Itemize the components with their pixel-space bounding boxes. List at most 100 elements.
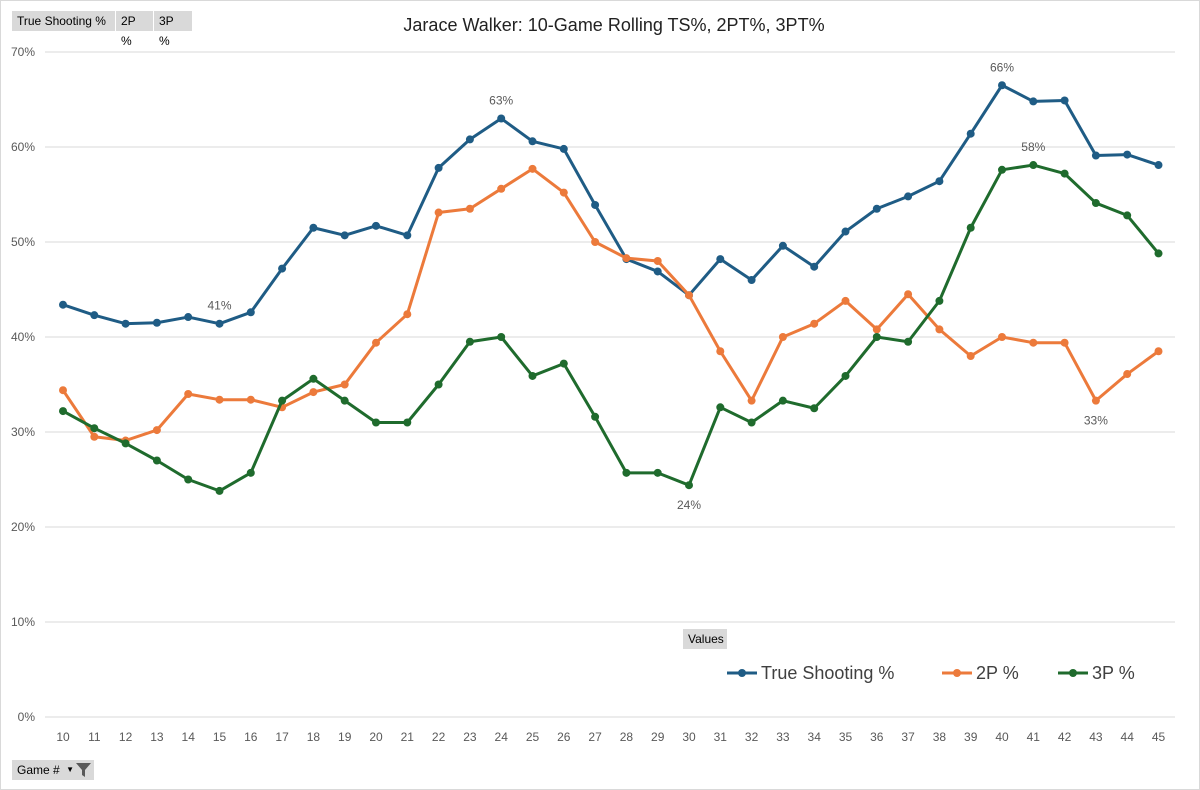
data-point-p3[interactable]: [685, 481, 693, 490]
data-point-p2[interactable]: [685, 291, 693, 300]
data-point-p2[interactable]: [184, 390, 193, 398]
data-point-p3[interactable]: [340, 396, 349, 405]
data-point-ts[interactable]: [591, 200, 600, 209]
data-point-p2[interactable]: [403, 310, 412, 319]
data-point-p2[interactable]: [872, 325, 881, 334]
data-point-p2[interactable]: [716, 347, 725, 356]
data-point-ts[interactable]: [372, 221, 380, 230]
data-point-p2[interactable]: [1154, 347, 1163, 356]
data-point-ts[interactable]: [59, 300, 67, 309]
data-point-p3[interactable]: [1060, 169, 1069, 178]
data-point-p3[interactable]: [653, 468, 662, 477]
data-point-p2[interactable]: [246, 395, 255, 404]
data-point-p2[interactable]: [559, 188, 568, 197]
data-point-p2[interactable]: [998, 333, 1006, 341]
data-point-p3[interactable]: [309, 374, 318, 383]
data-point-p3[interactable]: [841, 371, 850, 380]
data-point-p2[interactable]: [778, 333, 787, 341]
data-point-p2[interactable]: [434, 208, 443, 217]
data-point-p2[interactable]: [904, 290, 913, 299]
data-point-p3[interactable]: [1029, 161, 1038, 170]
data-point-p3[interactable]: [434, 380, 443, 389]
data-point-ts[interactable]: [278, 264, 287, 273]
data-point-ts[interactable]: [810, 262, 819, 271]
data-point-p2[interactable]: [747, 396, 756, 405]
data-point-p2[interactable]: [340, 380, 349, 389]
data-point-ts[interactable]: [215, 319, 224, 328]
data-point-ts[interactable]: [1154, 161, 1163, 170]
data-point-ts[interactable]: [747, 276, 756, 284]
data-point-p2[interactable]: [90, 432, 99, 441]
data-point-p3[interactable]: [935, 296, 944, 305]
field-button-3p[interactable]: 3P %: [154, 11, 192, 48]
data-point-p2[interactable]: [215, 395, 224, 404]
field-button-2p[interactable]: 2P %: [116, 11, 153, 48]
data-point-p3[interactable]: [215, 486, 224, 495]
dropdown-arrow-icon[interactable]: ▼: [66, 765, 74, 774]
data-point-ts[interactable]: [1029, 97, 1038, 106]
data-point-ts[interactable]: [528, 137, 537, 146]
data-point-ts[interactable]: [559, 144, 568, 153]
data-point-ts[interactable]: [1060, 96, 1069, 105]
filter-icon[interactable]: [76, 763, 91, 777]
data-point-p2[interactable]: [966, 352, 975, 360]
data-point-p3[interactable]: [59, 407, 67, 416]
data-point-p3[interactable]: [121, 439, 130, 448]
data-point-p2[interactable]: [591, 238, 600, 246]
data-point-p3[interactable]: [559, 359, 568, 368]
data-point-ts[interactable]: [1091, 151, 1100, 160]
data-point-ts[interactable]: [152, 318, 161, 327]
data-point-p3[interactable]: [1091, 199, 1100, 208]
data-point-p3[interactable]: [465, 337, 474, 346]
data-point-p3[interactable]: [372, 418, 380, 427]
data-point-ts[interactable]: [309, 223, 318, 232]
data-point-ts[interactable]: [497, 114, 506, 123]
data-point-p2[interactable]: [1123, 370, 1132, 379]
data-point-p2[interactable]: [497, 184, 506, 193]
field-button-true-shooting[interactable]: True Shooting %: [12, 11, 115, 31]
field-button-game[interactable]: Game # ▼: [12, 760, 94, 780]
data-point-p3[interactable]: [278, 396, 287, 405]
data-point-p3[interactable]: [184, 475, 193, 484]
data-point-p2[interactable]: [622, 254, 631, 263]
data-point-p3[interactable]: [1123, 211, 1132, 220]
data-point-p3[interactable]: [622, 468, 631, 477]
data-point-ts[interactable]: [340, 231, 349, 240]
data-point-ts[interactable]: [90, 311, 99, 320]
data-point-p3[interactable]: [591, 412, 600, 421]
data-point-p2[interactable]: [59, 386, 67, 395]
data-point-ts[interactable]: [935, 177, 944, 186]
data-point-ts[interactable]: [778, 241, 787, 250]
data-point-ts[interactable]: [434, 163, 443, 172]
data-point-ts[interactable]: [998, 81, 1006, 90]
data-point-ts[interactable]: [465, 135, 474, 144]
data-point-ts[interactable]: [246, 308, 255, 317]
data-point-p3[interactable]: [904, 337, 913, 346]
data-point-p3[interactable]: [403, 418, 412, 427]
data-point-p3[interactable]: [90, 424, 99, 433]
data-point-p2[interactable]: [152, 426, 161, 435]
data-point-p2[interactable]: [1091, 396, 1100, 405]
data-point-p3[interactable]: [966, 223, 975, 232]
data-point-p3[interactable]: [778, 396, 787, 405]
data-point-ts[interactable]: [872, 204, 881, 213]
data-point-p2[interactable]: [1060, 338, 1069, 347]
data-point-p3[interactable]: [246, 468, 255, 477]
data-point-p2[interactable]: [935, 325, 944, 334]
data-point-p3[interactable]: [152, 456, 161, 465]
data-point-ts[interactable]: [966, 129, 975, 138]
data-point-p3[interactable]: [810, 404, 819, 413]
data-point-ts[interactable]: [403, 231, 412, 240]
data-point-p3[interactable]: [528, 371, 537, 380]
data-point-p2[interactable]: [309, 388, 318, 397]
data-point-ts[interactable]: [121, 319, 130, 328]
data-point-p2[interactable]: [465, 204, 474, 213]
data-point-p2[interactable]: [810, 319, 819, 328]
data-point-ts[interactable]: [653, 267, 662, 276]
data-point-ts[interactable]: [904, 192, 913, 201]
data-point-ts[interactable]: [184, 313, 193, 322]
data-point-p2[interactable]: [528, 164, 537, 173]
data-point-ts[interactable]: [1123, 150, 1132, 159]
data-point-ts[interactable]: [716, 255, 725, 264]
data-point-p3[interactable]: [497, 333, 506, 341]
